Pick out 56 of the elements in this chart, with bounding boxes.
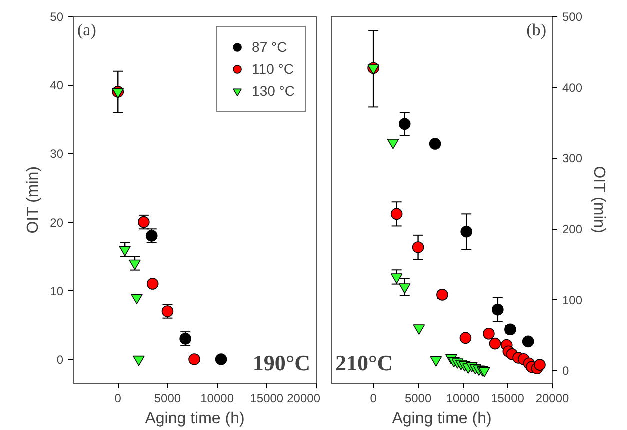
y2-tick-label: 100 [562,293,583,308]
x-tick-label: 5000 [404,392,432,406]
annotation: (a) [78,20,96,40]
point [129,260,141,270]
annotation: 210°C [336,350,394,376]
point [483,328,495,340]
point [522,336,534,348]
point [133,356,145,366]
y-tick-label: 20 [50,216,64,230]
x-tick-label: 15000 [491,392,525,406]
x-tick-label: 15000 [250,392,284,406]
legend-label: 110 °C [252,61,294,77]
point [398,118,411,130]
x-axis-title: Aging time (h) [145,410,245,428]
y-axis-title: OIT (min) [25,166,42,234]
y2-tick-label: 200 [562,222,583,237]
y2-tick-label: 300 [562,152,583,166]
y2-tick-label: 400 [562,80,583,95]
y2-axis-title: OIT (min) [590,166,608,234]
x-tick-label: 0 [114,392,122,406]
x-tick-label: 0 [370,392,378,406]
point [430,356,442,367]
annotation: (b) [526,20,547,40]
x-tick-label: 5000 [154,392,182,406]
y-tick-label: 40 [50,78,64,93]
point [398,284,411,294]
point [215,354,228,366]
point [412,242,424,254]
point [390,208,403,220]
point [492,304,504,316]
y-tick-label: 10 [50,284,64,298]
point [188,354,200,366]
point [489,338,502,350]
point [460,226,473,238]
point [146,278,159,290]
y-tick-label: 0 [56,352,64,367]
y-tick-label: 50 [50,10,64,24]
x-tick-label: 10000 [446,392,480,406]
annotation: 190°C [252,350,310,376]
x-tick-label: 10000 [200,392,234,406]
x-tick-label: 20000 [287,392,321,406]
point [460,332,472,344]
x-axis-title: Aging time (h) [392,410,492,428]
point [131,294,143,305]
point [429,138,442,150]
point [390,274,403,284]
y-tick-label: 30 [50,147,64,162]
point [413,324,426,335]
point [387,139,400,150]
point [368,64,380,75]
legend-label: 87 °C [252,39,288,55]
y2-tick-label: 0 [562,364,570,378]
point [534,359,546,371]
y2-tick-label: 500 [562,10,583,24]
legend-label: 130 °C [252,83,295,99]
x-tick-label: 20000 [536,392,570,406]
